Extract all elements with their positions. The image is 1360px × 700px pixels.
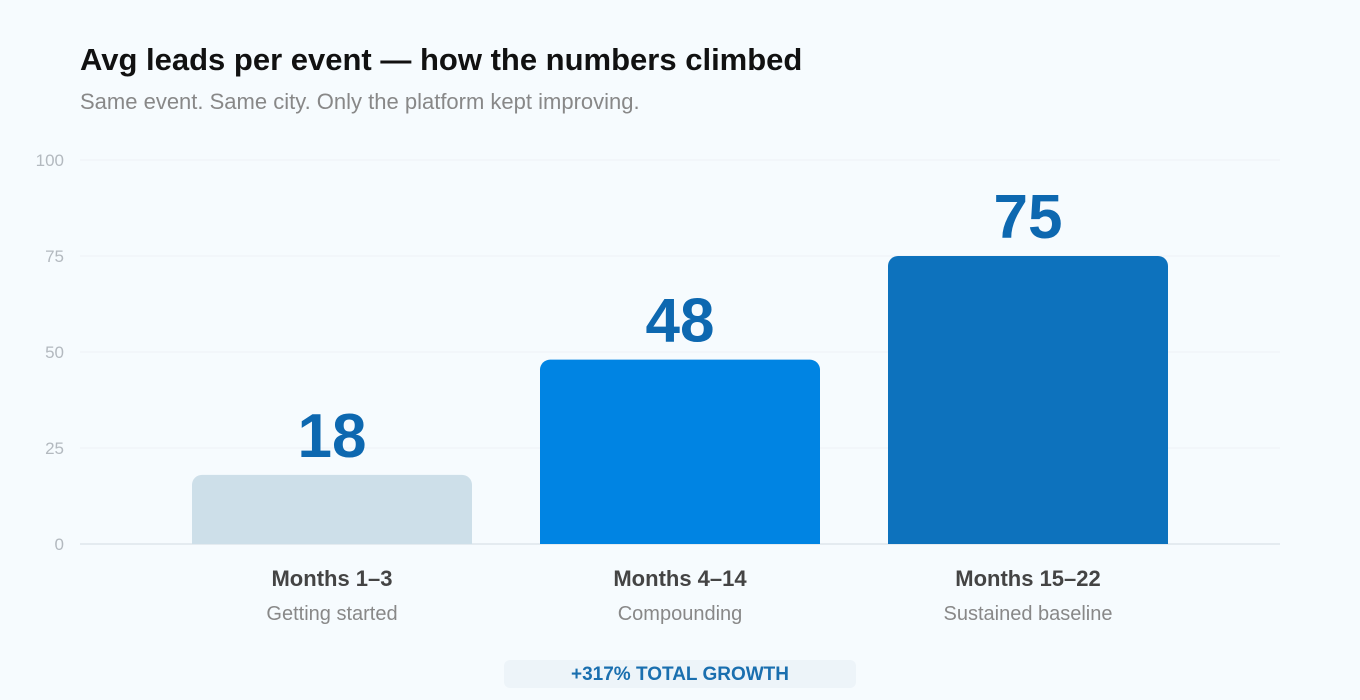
bar: [192, 474, 472, 544]
value-label: 75: [994, 183, 1063, 252]
category-label: Months 4–14: [613, 566, 747, 591]
bar-base: [540, 532, 820, 544]
category-sublabel: Compounding: [618, 603, 743, 625]
category-label: Months 15–22: [955, 566, 1101, 591]
bar: [888, 256, 1168, 544]
bar: [540, 359, 820, 544]
category-label: Months 1–3: [271, 566, 392, 591]
category-sublabel: Getting started: [266, 603, 397, 625]
bar-base: [192, 532, 472, 544]
y-tick-label: 100: [36, 151, 64, 170]
y-tick-label: 25: [45, 439, 64, 458]
y-tick-label: 50: [45, 343, 64, 362]
value-label: 18: [298, 402, 367, 471]
chart-subtitle: Same event. Same city. Only the platform…: [80, 89, 640, 114]
y-tick-label: 75: [45, 247, 64, 266]
bar-base: [888, 532, 1168, 544]
total-growth-badge: +317% TOTAL GROWTH: [504, 660, 856, 688]
chart-title: Avg leads per event — how the numbers cl…: [80, 42, 803, 77]
y-tick-label: 0: [55, 535, 64, 554]
value-label: 48: [646, 287, 715, 356]
category-sublabel: Sustained baseline: [943, 603, 1112, 625]
